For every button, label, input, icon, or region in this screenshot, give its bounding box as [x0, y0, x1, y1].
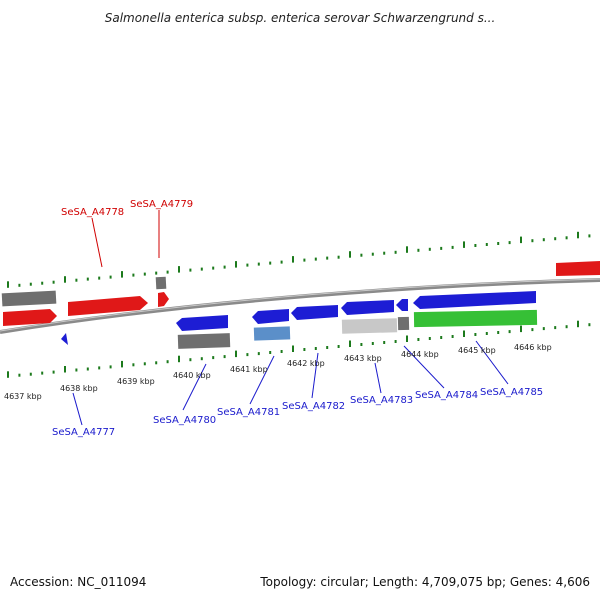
kbp-label: 4638 kbp — [60, 384, 98, 393]
gene-label[interactable]: SeSA_A4784 — [415, 390, 478, 401]
gene-label[interactable]: SeSA_A4783 — [350, 395, 413, 406]
gene-label[interactable]: SeSA_A4779 — [130, 199, 193, 210]
gene-sesa-a4783[interactable] — [341, 300, 394, 315]
topology-label: Topology: circular; Length: 4,709,075 bp… — [260, 575, 590, 589]
gene-forward-a4777-region[interactable] — [3, 309, 57, 326]
gene-label[interactable]: SeSA_A4781 — [217, 407, 280, 418]
leader-line — [91, 217, 103, 268]
upper-tick-row — [7, 231, 591, 288]
leader-line — [72, 392, 83, 426]
cds-box-green[interactable] — [413, 309, 538, 328]
reverse-strand — [61, 291, 536, 345]
genome-backbone — [0, 278, 600, 334]
gene-label[interactable]: SeSA_A4780 — [153, 415, 216, 426]
gene-label[interactable]: SeSA_A4778 — [61, 207, 124, 218]
kbp-label: 4640 kbp — [173, 371, 211, 380]
gene-label[interactable]: SeSA_A4782 — [282, 401, 345, 412]
gene-sesa-a4777[interactable] — [61, 333, 68, 345]
gene-labels: SeSA_A4778 SeSA_A4779 SeSA_A4777 SeSA_A4… — [52, 199, 543, 438]
cds-box-light[interactable] — [341, 318, 398, 334]
gene-sesa-a4784[interactable] — [396, 299, 408, 311]
map-title: Salmonella enterica subsp. enterica sero… — [104, 11, 496, 25]
genome-backbone-highlight — [0, 278, 600, 332]
leader-line — [311, 352, 319, 399]
cds-box[interactable] — [397, 316, 410, 331]
kbp-label: 4645 kbp — [458, 346, 496, 355]
leader-line — [249, 355, 275, 405]
gene-label[interactable]: SeSA_A4777 — [52, 427, 115, 438]
gene-sesa-a4778[interactable] — [68, 296, 148, 316]
gene-sesa-a4780[interactable] — [176, 315, 228, 331]
gene-sesa-a4785[interactable] — [413, 291, 536, 309]
cds-box-steel[interactable] — [253, 326, 291, 341]
kbp-label: 4639 kbp — [117, 377, 155, 386]
leader-line — [403, 345, 445, 389]
gene-sesa-a4781[interactable] — [252, 309, 289, 324]
upper-cds-track — [1, 276, 167, 307]
cds-box[interactable] — [155, 276, 167, 290]
gene-label[interactable]: SeSA_A4785 — [480, 387, 543, 398]
kbp-label: 4637 kbp — [4, 392, 42, 401]
kbp-label: 4642 kbp — [287, 359, 325, 368]
cds-box[interactable] — [1, 290, 57, 307]
kbp-label: 4644 kbp — [401, 350, 439, 359]
gene-sesa-a4779[interactable] — [158, 292, 169, 307]
kbp-scale: 4637 kbp 4638 kbp 4639 kbp 4640 kbp 4641… — [4, 343, 552, 401]
leader-line — [182, 363, 207, 411]
kbp-label: 4643 kbp — [344, 354, 382, 363]
leader-lines — [72, 210, 509, 426]
leader-line — [475, 340, 509, 385]
cds-box[interactable] — [177, 333, 231, 349]
leader-line — [374, 362, 382, 394]
gene-sesa-a4782[interactable] — [291, 305, 338, 320]
accession-label: Accession: NC_011094 — [10, 575, 147, 589]
kbp-label: 4646 kbp — [514, 343, 552, 352]
forward-strand — [3, 261, 600, 326]
kbp-label: 4641 kbp — [230, 365, 268, 374]
lower-tick-row — [7, 320, 591, 378]
lower-cds-track — [177, 309, 538, 349]
gene-forward-right[interactable] — [556, 261, 600, 276]
